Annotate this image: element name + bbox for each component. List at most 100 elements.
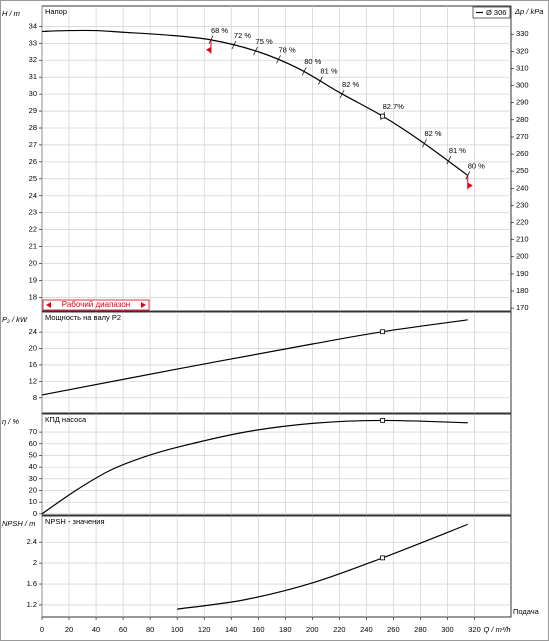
y-axis-label: NPSH / m [2,519,35,528]
y-tick-label: 1.2 [27,600,37,609]
y-tick-label: 33 [29,38,37,47]
efficiency-tick [422,139,427,148]
y2-tick-label: 170 [516,303,529,312]
y-tick-label: 1.6 [27,579,37,588]
y-tick-label: 60 [29,439,37,448]
y2-axis-label: Δp / kPa [514,7,543,16]
range-label: Рабочий диапазон [62,300,130,309]
y2-tick-label: 330 [516,29,529,38]
legend: Ø 306 [472,6,511,19]
range-arrow [205,46,211,53]
y-tick-label: 0 [33,509,37,518]
y-axis-label: η / % [2,417,19,426]
efficiency-label: 82 % [424,129,441,138]
range-box-arrow [141,302,146,308]
panel-frame [41,515,512,618]
y-tick-label: 31 [29,72,37,81]
operating-point [380,329,385,335]
x-tick-label: 120 [198,625,211,634]
y-tick-label: 26 [29,157,37,166]
y-tick-label: 27 [29,140,37,149]
y-tick-label: 22 [29,225,37,234]
curve [41,419,468,515]
y-tick-label: 32 [29,55,37,64]
efficiency-label: 78 % [279,45,296,54]
y2-tick-label: 210 [516,235,529,244]
efficiency-label: 80 % [468,161,485,170]
efficiency-tick [446,156,452,165]
efficiency-tick [301,67,307,76]
x-tick-label: 80 [146,625,154,634]
y-tick-label: 20 [29,485,37,494]
efficiency-label: 80 % [304,57,321,66]
panel-title: Мощность на валу P2 [45,313,121,322]
operating-point [380,113,385,119]
x-tick-label: 140 [225,625,238,634]
x-tick-label: 20 [65,625,73,634]
operating-point [380,418,385,423]
y-tick-label: 30 [29,474,37,483]
y-tick-label: 20 [29,259,37,268]
panel-title: NPSH - значения [45,517,105,526]
y-tick-label: 70 [29,427,37,436]
panel-frame [41,311,512,414]
y-tick-label: 25 [29,174,37,183]
y2-tick-label: 240 [516,183,529,192]
x-tick-label: 200 [306,625,319,634]
range-box-arrow [46,302,51,308]
legend-box [472,6,511,19]
efficiency-tick [276,55,281,64]
y2-tick-label: 270 [516,132,529,141]
panel-frame [41,5,512,312]
efficiency-label: 72 % [234,31,251,40]
efficiency-label: 68 % [211,26,228,35]
range-legend: Рабочий диапазон [42,299,150,311]
y-tick-label: 21 [29,242,37,251]
curve [41,29,469,176]
y2-tick-label: 190 [516,269,529,278]
curve [41,319,468,396]
efficiency-label: 75 % [256,37,273,46]
x-tick-label: 280 [414,625,427,634]
x-tick-label: 180 [279,625,292,634]
panel-frame [41,413,512,516]
x-tick-label: 260 [387,625,400,634]
efficiency-label: 81 % [449,146,466,155]
y-tick-label: 34 [29,21,37,30]
x-axis-label: Q / m³/h [484,625,511,634]
legend-label: Ø 306 [486,8,506,17]
y2-tick-label: 320 [516,46,529,55]
efficiency-tick [231,40,237,50]
y-tick-label: 30 [29,89,37,98]
efficiency-tick [318,76,323,85]
x-tick-label: 160 [252,625,265,634]
y-tick-label: 2.4 [27,537,37,546]
y-tick-label: 10 [29,497,37,506]
y2-tick-label: 230 [516,200,529,209]
efficiency-tick [253,46,258,56]
x-tick-label: 300 [441,625,454,634]
y-tick-label: 18 [29,292,37,301]
y-tick-label: 23 [29,208,37,217]
panel-title: КПД насоса [45,415,87,424]
y-tick-label: 28 [29,123,37,132]
y2-tick-label: 200 [516,252,529,261]
y-tick-label: 40 [29,462,37,471]
y2-tick-label: 250 [516,166,529,175]
y-tick-label: 2 [33,558,37,567]
x-axis-title: Подача [513,607,540,616]
curve [177,523,468,610]
y2-tick-label: 280 [516,115,529,124]
y-tick-label: 24 [29,191,37,200]
y-tick-label: 16 [29,360,37,369]
x-tick-label: 240 [360,625,373,634]
efficiency-label: 82 % [342,80,359,89]
y-tick-label: 19 [29,275,37,284]
y-axis-label: P₂ / kW [2,315,28,324]
y2-tick-label: 290 [516,98,529,107]
x-tick-label: 220 [333,625,346,634]
y-tick-label: 8 [33,393,37,402]
x-tick-label: 40 [92,625,100,634]
y-tick-label: 24 [29,327,37,336]
